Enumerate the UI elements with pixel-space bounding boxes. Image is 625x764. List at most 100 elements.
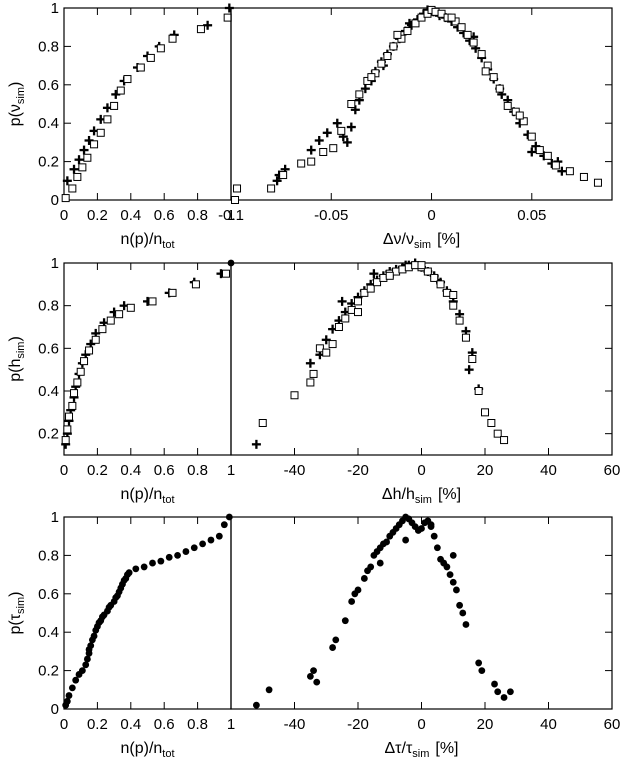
plus-marker (69, 164, 79, 174)
tick-label: 40 (540, 462, 557, 479)
y-axis-label-sub: sim (15, 87, 27, 104)
tick-label: 0.2 (38, 426, 59, 443)
tick-label: 0.8 (38, 38, 59, 55)
plot-frame (230, 262, 613, 456)
tick-label: 1 (227, 207, 235, 224)
square-marker (68, 401, 77, 410)
square-marker (223, 13, 232, 22)
circle-marker (215, 532, 223, 540)
panel-row1-left: 0 0.2 0.4 0.6 0.8 1 0 0.2 0.4 0.6 0.8 1 n(p)/ntot p(ν… (7, 0, 235, 251)
square-marker (377, 59, 386, 68)
square-marker (543, 151, 552, 160)
x-axis-label: n(p)/ntot (120, 231, 174, 251)
plus-marker (251, 439, 261, 449)
tick-label: -20 (347, 716, 369, 733)
square-marker (347, 100, 356, 108)
plus-marker (332, 118, 342, 128)
square-marker (307, 157, 316, 166)
circle-marker (348, 598, 356, 605)
square-marker (61, 194, 70, 203)
square-marker (297, 159, 306, 168)
square-marker (481, 67, 490, 76)
circle-marker (72, 676, 80, 684)
tick-label: 0 (427, 207, 435, 224)
plot-frame (63, 262, 232, 456)
square-marker (103, 115, 112, 124)
square-marker (191, 280, 200, 289)
x-axis-label-unit: [%] (437, 231, 460, 248)
circle-marker (449, 552, 457, 559)
circle-marker (430, 532, 438, 540)
series-filled-circle (62, 513, 233, 709)
plus-marker (346, 122, 356, 132)
tick-label: -0.1 (218, 207, 244, 224)
x-axis-label-main: n(p)/n (120, 740, 162, 757)
x-axis-label: Δh/hsim [%] (382, 486, 461, 506)
square-marker (461, 333, 470, 342)
plus-marker (314, 135, 324, 145)
circle-marker (427, 521, 435, 529)
circle-marker (306, 672, 314, 680)
series-square (231, 5, 602, 204)
circle-marker (174, 552, 181, 559)
circle-marker (443, 563, 451, 571)
circle-marker (149, 559, 156, 567)
circle-marker (332, 636, 340, 644)
circle-marker (310, 667, 317, 674)
square-marker (126, 303, 135, 312)
square-marker (487, 419, 496, 427)
square-marker (354, 297, 362, 306)
tick-label: 1 (227, 716, 235, 733)
x-axis-label-main: n(p)/n (120, 231, 162, 248)
tick-label: 40 (540, 716, 557, 733)
circle-marker (459, 609, 467, 617)
series-filled-circle (253, 513, 514, 709)
tick-label: 0.2 (38, 154, 59, 171)
tick-label: 0 (51, 192, 59, 209)
square-marker (168, 34, 177, 43)
plus-marker (464, 365, 474, 375)
x-axis-label-sub: sim (412, 748, 429, 760)
circle-marker (165, 553, 173, 561)
tick-label: 0.4 (120, 716, 141, 733)
x-axis-label-main: Δν/ν (383, 231, 414, 248)
circle-marker (453, 586, 460, 594)
tick-label: 0.4 (38, 115, 59, 132)
square-marker (85, 346, 94, 355)
tick-label: 0.6 (38, 340, 59, 357)
plus-marker (321, 335, 331, 345)
circle-marker (500, 694, 508, 701)
square-marker (322, 348, 331, 357)
square-marker (337, 126, 346, 135)
square-marker (309, 369, 318, 378)
plus-marker (74, 155, 84, 165)
tick-label: -40 (284, 462, 306, 479)
x-axis-label-sub: tot (162, 494, 174, 506)
square-marker (341, 314, 350, 323)
x-axis-label: Δτ/τsim [%] (384, 740, 458, 760)
circle-marker (207, 536, 215, 544)
y-axis-label: p(νsim) (7, 82, 27, 127)
square-marker (515, 111, 524, 120)
square-marker (503, 101, 512, 110)
x-axis-label: n(p)/ntot (120, 740, 174, 760)
x-axis-label-sub: tot (162, 748, 174, 760)
circle-marker (367, 563, 375, 571)
tick-label: 0 (417, 462, 425, 479)
circle-marker (449, 578, 457, 586)
square-marker (156, 44, 165, 53)
plus-marker (306, 145, 316, 155)
square-marker (355, 90, 364, 99)
x-axis-label: n(p)/ntot (120, 486, 174, 506)
plus-marker (79, 145, 89, 155)
square-marker (469, 38, 478, 47)
square-marker (403, 27, 412, 36)
tick-label: 0.6 (38, 586, 59, 603)
plus-marker (62, 176, 72, 186)
tick-label: 0.6 (154, 207, 175, 224)
tick-label: -0.05 (314, 207, 348, 224)
square-marker (290, 391, 299, 400)
plot-frame (63, 516, 232, 710)
plus-marker (527, 147, 537, 157)
